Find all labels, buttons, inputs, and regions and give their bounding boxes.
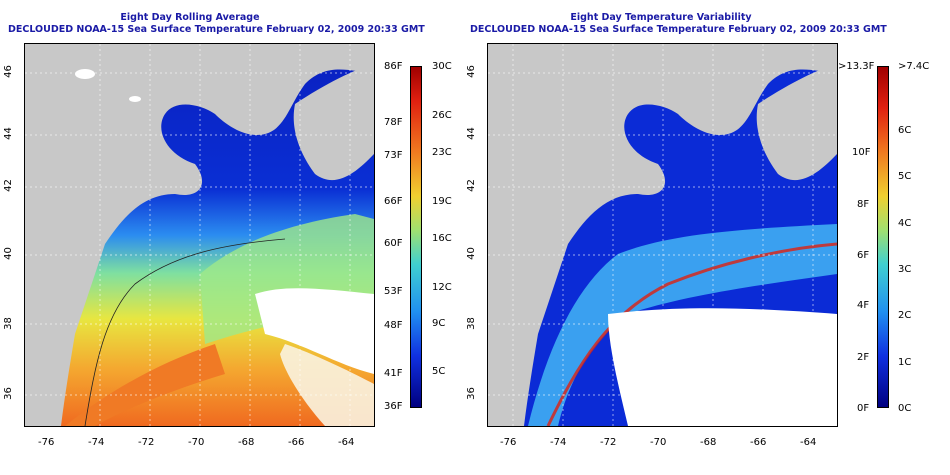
colorbar-label-f: 6F: [857, 250, 870, 261]
grid-lines: [25, 44, 374, 426]
colorbar-label-f: >13.3F: [838, 61, 875, 72]
colorbar-label-f: 48F: [384, 320, 403, 331]
lat-tick: 44: [2, 127, 14, 140]
land-mass: [25, 44, 374, 426]
colorbar-label-c: 4C: [898, 218, 912, 229]
colorbar-label-c: 2C: [898, 310, 912, 321]
colorbar-label-f: 60F: [384, 238, 403, 249]
lat-tick: 40: [2, 247, 14, 260]
colorbar-label-c: 5C: [432, 366, 446, 377]
nova-scotia-land: [756, 64, 837, 181]
colorbar-label-c: 19C: [432, 196, 452, 207]
grid-lines: [488, 44, 837, 426]
lon-tick: -76: [500, 437, 517, 448]
lat-tick: 44: [465, 127, 477, 140]
lon-tick: -72: [600, 437, 617, 448]
gulf-stream-warm: [65, 344, 225, 426]
land-mass: [488, 44, 837, 426]
right-title-line2: DECLOUDED NOAA-15 Sea Surface Temperatur…: [470, 24, 887, 35]
colorbar-label-c: 9C: [432, 318, 446, 329]
lon-tick: -68: [700, 437, 717, 448]
lon-tick: -70: [650, 437, 667, 448]
colorbar-label-f: 10F: [852, 147, 871, 158]
right-title-line1: Eight Day Temperature Variability: [570, 12, 752, 23]
colorbar-label-f: 86F: [384, 61, 403, 72]
lat-tick: 46: [2, 65, 14, 78]
nova-scotia-land: [293, 64, 374, 181]
bathymetry-contour: [84, 238, 286, 426]
lat-tick: 36: [465, 387, 477, 400]
colorbar-label-c: 12C: [432, 282, 452, 293]
colorbar-label-c: 3C: [898, 264, 912, 275]
colorbar-label-c: >7.4C: [898, 61, 930, 72]
right-variability-map[interactable]: [487, 43, 838, 427]
left-sst-map[interactable]: [24, 43, 375, 427]
cloud-patches-2: [280, 344, 374, 426]
left-colorbar: [410, 66, 422, 408]
colorbar-label-c: 1C: [898, 357, 912, 368]
lon-tick: -64: [800, 437, 817, 448]
colorbar-label-f: 0F: [857, 403, 870, 414]
lat-tick: 46: [465, 65, 477, 78]
left-title-line2: DECLOUDED NOAA-15 Sea Surface Temperatur…: [8, 24, 425, 35]
lat-tick: 42: [2, 179, 14, 192]
lake: [75, 69, 95, 79]
colorbar-label-f: 4F: [857, 300, 870, 311]
colorbar-label-c: 16C: [432, 233, 452, 244]
lat-tick: 42: [465, 179, 477, 192]
lon-tick: -70: [188, 437, 205, 448]
lon-tick: -74: [550, 437, 567, 448]
cloud-patches: [255, 288, 374, 374]
colorbar-label-f: 36F: [384, 401, 403, 412]
colorbar-label-f: 41F: [384, 368, 403, 379]
colorbar-label-c: 23C: [432, 147, 452, 158]
front-high-var: [546, 242, 837, 426]
right-colorbar: [877, 66, 889, 408]
lon-tick: -66: [750, 437, 767, 448]
colorbar-label-c: 5C: [898, 171, 912, 182]
colorbar-label-f: 2F: [857, 352, 870, 363]
lake: [129, 96, 141, 102]
colorbar-label-c: 26C: [432, 110, 452, 121]
lat-tick: 40: [465, 247, 477, 260]
colorbar-label-f: 73F: [384, 150, 403, 161]
colorbar-label-c: 0C: [898, 403, 912, 414]
right-map-svg: [488, 44, 837, 426]
left-map-svg: [25, 44, 374, 426]
cloud-patches: [608, 308, 837, 426]
colorbar-label-f: 66F: [384, 196, 403, 207]
colorbar-label-c: 30C: [432, 61, 452, 72]
shelf-variability: [528, 224, 837, 426]
lon-tick: -74: [88, 437, 105, 448]
lon-tick: -66: [288, 437, 305, 448]
colorbar-label-c: 6C: [898, 125, 912, 136]
lat-tick: 38: [2, 317, 14, 330]
lat-tick: 36: [2, 387, 14, 400]
left-title-line1: Eight Day Rolling Average: [120, 12, 260, 23]
colorbar-label-f: 8F: [857, 199, 870, 210]
lon-tick: -68: [238, 437, 255, 448]
lon-tick: -76: [38, 437, 55, 448]
lat-tick: 38: [465, 317, 477, 330]
lon-tick: -64: [338, 437, 355, 448]
lon-tick: -72: [138, 437, 155, 448]
colorbar-label-f: 78F: [384, 117, 403, 128]
colorbar-label-f: 53F: [384, 286, 403, 297]
